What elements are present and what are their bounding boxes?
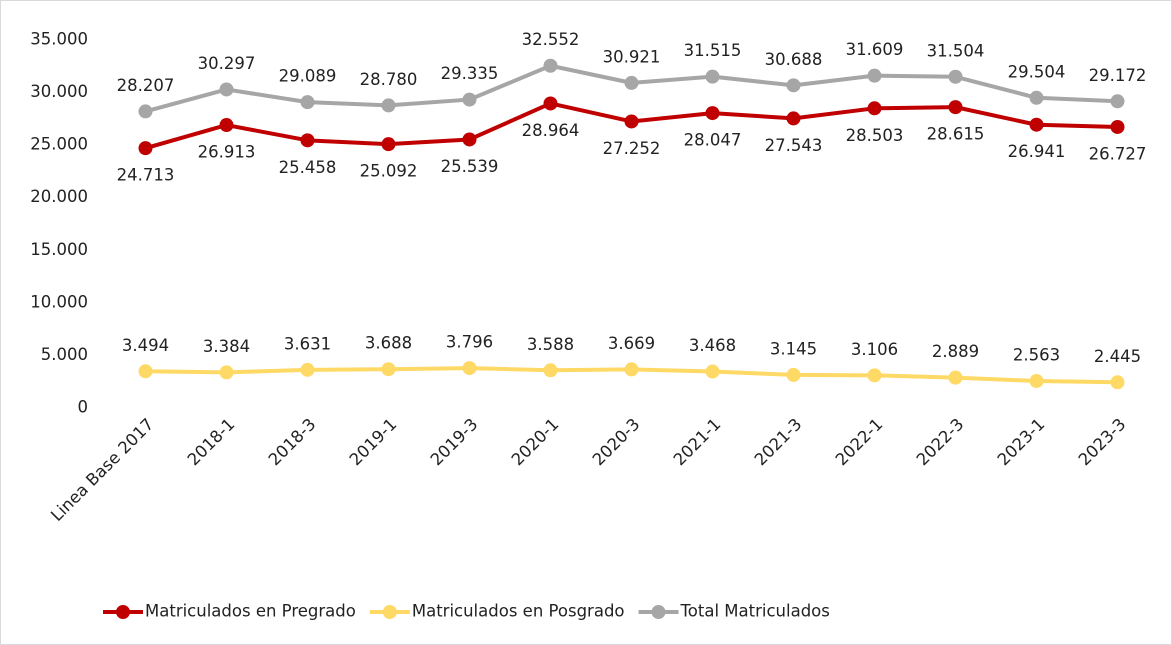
point: [786, 367, 801, 382]
y-tick-label: 35.000: [30, 30, 88, 49]
point: [138, 104, 153, 119]
y-tick-label: 0: [78, 398, 89, 417]
point: [705, 106, 720, 121]
data-label: 30.921: [603, 47, 661, 66]
point: [867, 368, 882, 383]
data-label: 26.913: [198, 143, 256, 162]
point: [705, 364, 720, 379]
point: [462, 361, 477, 376]
data-label: 24.713: [117, 166, 175, 185]
point: [948, 100, 963, 115]
data-label: 28.047: [684, 131, 742, 150]
y-tick-label: 10.000: [30, 292, 88, 311]
data-label: 3.384: [203, 337, 250, 356]
data-label: 3.494: [122, 336, 169, 355]
data-label: 28.964: [522, 121, 580, 140]
point: [705, 69, 720, 84]
point: [138, 141, 153, 156]
point: [1110, 94, 1125, 109]
data-label: 3.145: [770, 339, 817, 358]
y-tick-label: 20.000: [30, 187, 88, 206]
point: [219, 82, 234, 97]
legend-label: Matriculados en Pregrado: [145, 602, 356, 621]
point: [543, 96, 558, 111]
point: [867, 101, 882, 116]
point: [1110, 119, 1125, 134]
point: [624, 114, 639, 129]
y-tick-label: 15.000: [30, 240, 88, 259]
point: [138, 364, 153, 379]
point: [300, 95, 315, 110]
point: [381, 362, 396, 377]
point: [1029, 374, 1044, 389]
data-label: 31.504: [927, 41, 985, 60]
data-label: 3.631: [284, 334, 331, 353]
data-label: 31.609: [846, 40, 904, 59]
data-label: 31.515: [684, 41, 742, 60]
point: [543, 58, 558, 73]
data-label: 2.563: [1013, 346, 1060, 365]
y-tick-label: 25.000: [30, 135, 88, 154]
point: [300, 362, 315, 377]
data-label: 29.172: [1089, 66, 1147, 85]
data-label: 2.445: [1094, 347, 1141, 366]
point: [867, 68, 882, 83]
data-label: 28.207: [117, 76, 175, 95]
y-tick-label: 30.000: [30, 82, 88, 101]
point: [786, 111, 801, 126]
data-label: 3.468: [689, 336, 736, 355]
point: [624, 75, 639, 90]
data-label: 30.688: [765, 50, 823, 69]
data-label: 25.539: [441, 157, 499, 176]
data-label: 28.503: [846, 126, 904, 145]
point: [1110, 375, 1125, 390]
data-label: 27.252: [603, 139, 661, 158]
data-label: 29.504: [1008, 62, 1066, 81]
data-label: 3.106: [851, 340, 898, 359]
point: [381, 137, 396, 152]
data-label: 26.727: [1089, 144, 1147, 163]
legend-marker: [382, 605, 397, 619]
point: [948, 370, 963, 385]
data-label: 3.669: [608, 334, 655, 353]
legend-label: Total Matriculados: [680, 602, 830, 621]
data-label: 32.552: [522, 30, 580, 49]
data-label: 30.297: [198, 54, 256, 73]
point: [300, 133, 315, 148]
point: [462, 92, 477, 107]
point: [219, 365, 234, 380]
point: [462, 132, 477, 147]
data-label: 28.615: [927, 125, 985, 144]
data-label: 26.941: [1008, 142, 1066, 161]
data-label: 25.458: [279, 158, 337, 177]
data-label: 29.089: [279, 67, 337, 86]
data-label: 29.335: [441, 64, 499, 83]
data-label: 2.889: [932, 342, 979, 361]
data-label: 25.092: [360, 162, 418, 181]
point: [948, 69, 963, 84]
point: [786, 78, 801, 93]
data-label: 28.780: [360, 70, 418, 89]
data-label: 3.796: [446, 333, 493, 352]
point: [1029, 117, 1044, 132]
point: [381, 98, 396, 113]
point: [543, 363, 558, 378]
data-label: 3.688: [365, 334, 412, 353]
point: [219, 118, 234, 133]
data-label: 27.543: [765, 136, 823, 155]
legend-marker: [651, 605, 666, 619]
y-tick-label: 5.000: [41, 345, 88, 364]
legend-label: Matriculados en Posgrado: [412, 602, 625, 621]
point: [624, 362, 639, 377]
point: [1029, 90, 1044, 105]
legend-marker: [116, 605, 130, 619]
data-label: 3.588: [527, 335, 574, 354]
